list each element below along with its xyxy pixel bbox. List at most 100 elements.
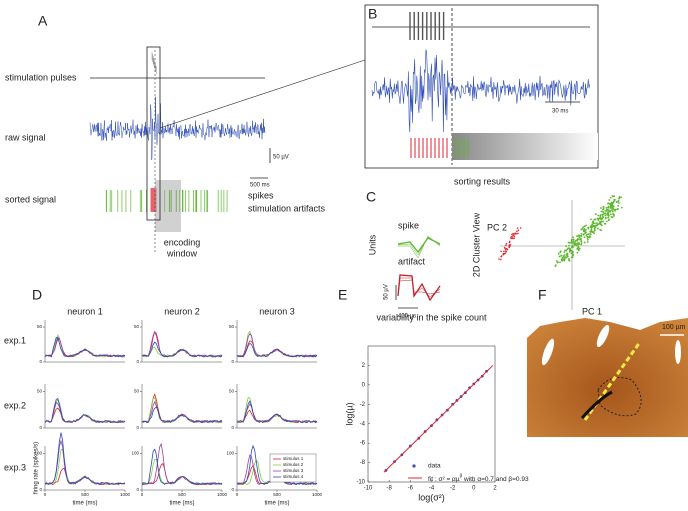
panel-letter: B: [368, 6, 377, 22]
cluster-point: [572, 236, 574, 239]
cluster-point: [500, 250, 502, 253]
cluster-point: [575, 239, 578, 242]
cluster-point: [568, 259, 571, 262]
cluster-point: [613, 195, 615, 198]
x-tick-label: 500: [273, 492, 281, 497]
cluster-point: [577, 242, 580, 245]
panel-letter: D: [32, 287, 42, 303]
spike-waveform: [397, 237, 441, 254]
rate-curve: [44, 401, 126, 424]
cluster-point: [575, 244, 578, 247]
cluster-point: [607, 219, 610, 222]
cluster-point: [605, 220, 608, 223]
x-tick-label: -10: [364, 486, 373, 492]
cluster-point: [562, 256, 565, 258]
cluster-point: [602, 208, 604, 211]
unit-label: spike: [398, 220, 419, 230]
rate-curve: [44, 337, 126, 358]
cluster-point: [511, 233, 513, 235]
panel-letter: E: [338, 287, 347, 303]
cluster-point: [594, 213, 597, 215]
cluster-point: [565, 256, 568, 259]
cluster-point: [565, 253, 568, 256]
zoom-box: [364, 4, 599, 169]
rate-curve: [141, 393, 223, 423]
column-title: neuron 1: [67, 306, 103, 316]
y-tick-label: -6: [360, 441, 366, 447]
cluster-point: [604, 217, 607, 219]
cluster-point: [597, 219, 600, 222]
rate-curve: [141, 341, 223, 358]
cluster-point: [594, 218, 597, 221]
cluster-point: [613, 214, 615, 217]
cluster-point: [582, 230, 585, 233]
cluster-point: [580, 239, 582, 241]
region-outline: [597, 377, 642, 417]
row-title: exp.2: [4, 400, 26, 410]
cluster-point: [580, 233, 583, 235]
cluster-point: [565, 245, 568, 248]
y-tick-label: 0: [136, 487, 139, 492]
cluster-point: [563, 259, 566, 262]
cluster-point: [583, 241, 586, 244]
caption: sorting results: [454, 176, 511, 186]
cluster-point: [597, 227, 599, 230]
rate-curve: [44, 334, 126, 358]
legend-label: fit : σ² = αµβ with α=0.7 and β=0.93: [428, 473, 529, 483]
cluster-point: [607, 216, 609, 219]
cluster-point: [512, 237, 514, 240]
cluster-point: [610, 216, 613, 218]
legend-label: stimulation artifacts: [248, 203, 326, 213]
cluster-point: [513, 235, 516, 237]
cluster-point: [557, 252, 560, 255]
cluster-point: [583, 236, 586, 239]
cluster-point: [613, 208, 615, 211]
x-tick-label: -6: [408, 486, 414, 492]
cluster-point: [510, 236, 512, 239]
cluster-point: [618, 197, 620, 200]
column-title: neuron 3: [259, 306, 295, 316]
cluster-point: [565, 249, 568, 252]
cluster-point: [503, 250, 505, 253]
scale-label: 100 µm: [662, 324, 686, 331]
x-tick-label: 2: [493, 486, 497, 492]
cluster-point: [578, 236, 581, 239]
zoom-trace: [371, 49, 590, 133]
cluster-point: [599, 220, 601, 223]
cluster-point: [516, 230, 518, 233]
x-tick-label: 1000: [217, 492, 228, 497]
rate-curve: [236, 333, 318, 358]
rate-curve: [141, 330, 223, 358]
cluster-point: [599, 214, 602, 217]
cluster-point: [608, 199, 611, 201]
cluster-point: [576, 251, 579, 254]
cluster-point: [604, 214, 607, 217]
cluster-point: [609, 196, 612, 199]
axis-label: time (ms): [265, 501, 290, 506]
cluster-point: [581, 227, 584, 230]
cluster-point: [578, 247, 581, 250]
cluster-point: [572, 240, 575, 243]
cluster-point: [593, 232, 596, 235]
cluster-point: [505, 249, 507, 251]
cluster-point: [616, 208, 619, 211]
cluster-point: [577, 245, 580, 248]
vessel: [596, 324, 610, 348]
cluster-point: [607, 211, 610, 214]
cluster-point: [586, 238, 589, 241]
cluster-point: [598, 222, 601, 225]
y-tick-label: 2: [362, 363, 366, 369]
cluster-point: [617, 204, 620, 207]
cluster-point: [620, 196, 622, 199]
cluster-point: [586, 237, 589, 239]
cluster-point: [583, 228, 586, 230]
cluster-point: [589, 231, 592, 233]
cluster-point: [600, 210, 603, 213]
y-tick-label: 0: [39, 359, 42, 364]
axis-label: firing rate (spikes/s): [34, 442, 40, 494]
artifact-waveform: [397, 277, 441, 298]
panel-letter: C: [366, 189, 376, 205]
chart-title: variability in the spike count: [376, 312, 487, 322]
cluster-point: [517, 229, 520, 231]
